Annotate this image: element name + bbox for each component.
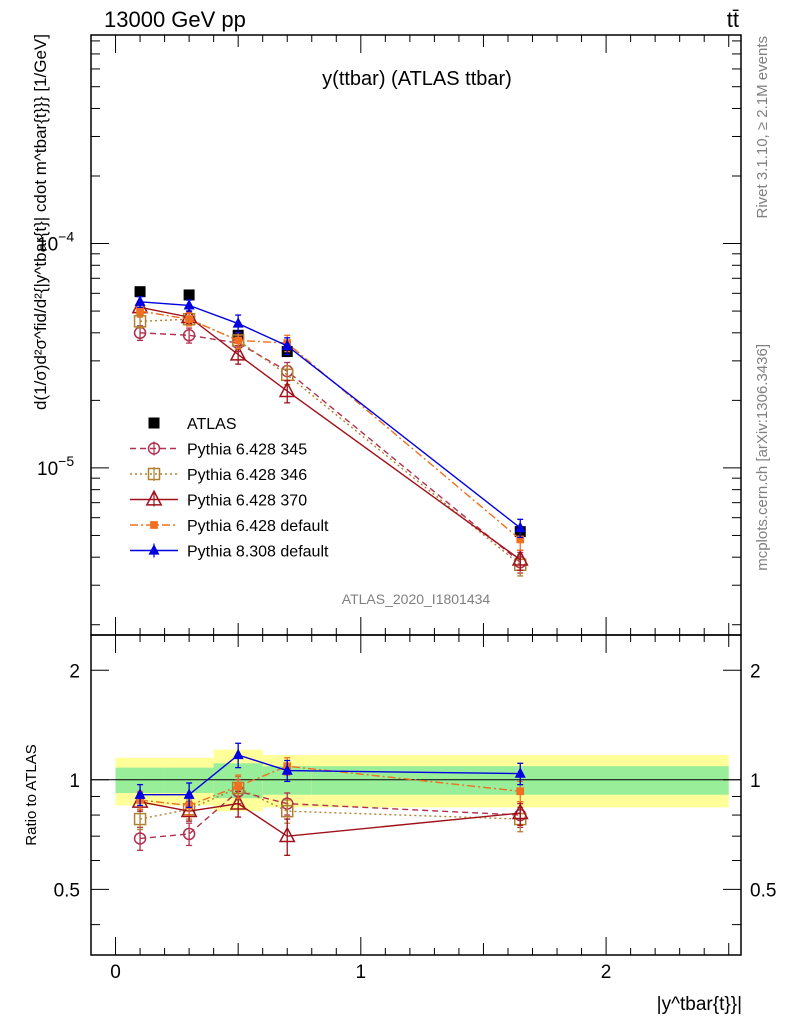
legend: ATLAS Pythia 6.428 345 Pythia 6.428 346 Pyt… — [130, 416, 329, 561]
y-tick-label: 10−5 — [37, 453, 74, 480]
series-pythia-8-308-default — [134, 295, 526, 539]
data-point — [234, 336, 243, 345]
data-point — [229, 344, 247, 361]
main-series-layer — [131, 286, 529, 577]
y-tick-label: 1 — [69, 771, 80, 792]
plot-title: y(ttbar) (ATLAS ttbar) — [322, 68, 512, 90]
x-tick-label: 1 — [356, 962, 367, 983]
data-point — [511, 803, 529, 820]
ratio-axes: 2 2 1 1 0.5 0.5 0 1 2 — [54, 635, 776, 983]
series-line — [139, 787, 521, 820]
x-tick-label: 0 — [110, 962, 121, 983]
data-point — [134, 286, 146, 298]
data-point — [182, 329, 196, 342]
data-point — [234, 782, 243, 791]
energy-label: 13000 GeV pp — [104, 7, 246, 32]
data-point — [514, 767, 526, 778]
ratio-series-layer — [131, 742, 529, 856]
data-point — [281, 339, 293, 350]
y-tick-label-right: 0.5 — [750, 880, 776, 901]
data-point — [182, 827, 196, 841]
data-point — [229, 793, 247, 810]
main-panel: 10−4 10−5 — [37, 34, 742, 636]
data-point — [185, 315, 193, 324]
data-point — [232, 317, 244, 328]
data-point — [278, 381, 296, 398]
data-point — [183, 289, 195, 301]
legend-label: Pythia 6.428 370 — [187, 493, 307, 510]
legend-item-pythia-6-428-default: Pythia 6.428 default — [130, 518, 329, 535]
data-point — [134, 295, 146, 306]
data-point — [133, 812, 147, 826]
data-point — [232, 748, 244, 760]
legend-label: Pythia 6.428 default — [187, 518, 329, 535]
data-point — [134, 788, 146, 799]
y-tick-label: 2 — [69, 661, 80, 682]
legend-label: ATLAS — [187, 416, 237, 433]
ratio-frame — [90, 634, 742, 956]
data-point — [136, 307, 144, 315]
y-tick-label: 0.5 — [54, 880, 80, 901]
ratio-y-axis-label: Ratio to ATLAS — [23, 744, 40, 845]
data-point — [514, 521, 526, 533]
series-pythia-6-428-370 — [131, 790, 529, 856]
legend-marker — [145, 489, 163, 506]
legend-label: Pythia 6.428 346 — [187, 467, 307, 484]
legend-marker — [150, 521, 158, 529]
legend-item-atlas: ATLAS — [148, 416, 237, 433]
rivet-label: Rivet 3.1.10, ≥ 2.1M events — [754, 36, 771, 219]
legend-label: Pythia 8.308 default — [187, 544, 329, 561]
legend-marker — [147, 442, 161, 455]
data-point — [281, 764, 293, 775]
y-tick-label: 10−4 — [37, 229, 74, 256]
data-point — [280, 804, 294, 818]
legend-marker — [148, 544, 160, 555]
main-y-axis-label: d(1/σ)d²σ^fid/d²{|y^tbar{t}| cdot m^tbar… — [31, 34, 50, 410]
data-point — [183, 788, 195, 799]
series-pythia-8-308-default — [134, 742, 526, 809]
legend-item-pythia-6-428-370: Pythia 6.428 370 — [130, 489, 307, 510]
y-tick-label-right: 1 — [750, 771, 761, 792]
legend-item-pythia-8-308-default: Pythia 8.308 default — [130, 543, 329, 561]
data-point — [511, 549, 529, 566]
legend-label: Pythia 6.428 345 — [187, 442, 307, 459]
x-axis-label: |y^tbar{t}}| — [657, 994, 742, 1015]
legend-item-pythia-6-428-345: Pythia 6.428 345 — [130, 441, 307, 459]
data-point — [133, 832, 147, 845]
data-point — [516, 535, 525, 544]
series-line — [140, 332, 521, 563]
data-point — [516, 787, 525, 796]
legend-marker — [148, 417, 160, 429]
process-label: tt̄ — [727, 7, 739, 32]
data-point — [180, 801, 198, 818]
watermark: ATLAS_2020_I1801434 — [342, 591, 491, 607]
legend-item-pythia-6-428-346: Pythia 6.428 346 — [130, 467, 307, 484]
y-tick-label-right: 2 — [750, 661, 761, 682]
data-point — [278, 826, 296, 843]
x-tick-label: 2 — [601, 962, 612, 983]
data-point — [183, 299, 195, 310]
legend-marker — [147, 467, 161, 481]
mcplots-label: mcplots.cern.ch [arXiv:1306.3436] — [754, 344, 771, 571]
main-axes: 10−4 10−5 — [37, 35, 741, 635]
ratio-panel: 2 2 1 1 0.5 0.5 0 1 2 — [54, 634, 776, 983]
